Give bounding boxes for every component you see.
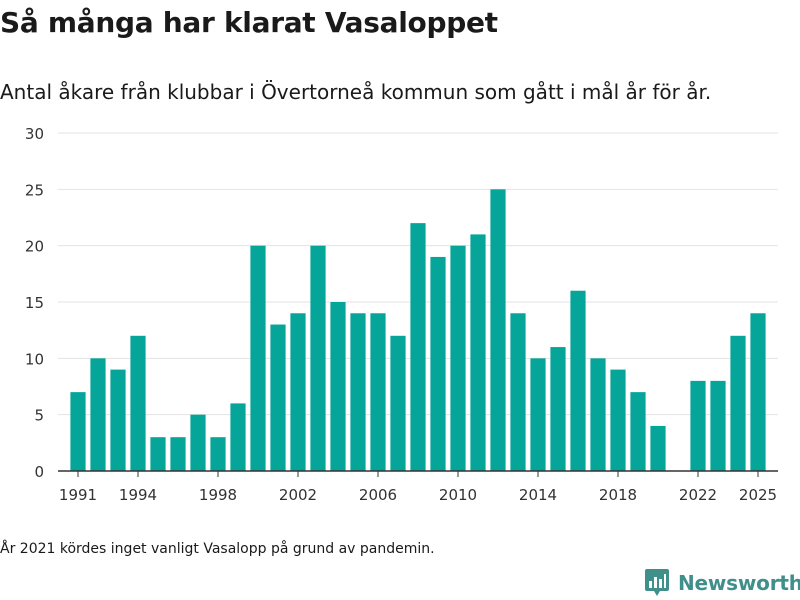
bar bbox=[210, 437, 226, 471]
bar bbox=[650, 425, 666, 471]
bar bbox=[310, 245, 326, 471]
y-tick-label: 20 bbox=[25, 238, 44, 256]
chart-subtitle: Antal åkare från klubbar i Övertorneå ko… bbox=[0, 80, 712, 104]
chart-title: Så många har klarat Vasaloppet bbox=[0, 6, 498, 39]
y-tick-label: 5 bbox=[34, 407, 44, 425]
x-tick-label: 2002 bbox=[279, 486, 317, 504]
y-tick-label: 15 bbox=[25, 294, 44, 312]
y-tick-label: 25 bbox=[25, 181, 44, 199]
bar bbox=[590, 358, 606, 471]
logo-text: Newsworthy bbox=[678, 571, 800, 595]
bar bbox=[430, 256, 446, 471]
bar bbox=[190, 414, 206, 471]
bar bbox=[150, 437, 166, 471]
bar bbox=[370, 313, 386, 471]
bar bbox=[510, 313, 526, 471]
bar bbox=[610, 369, 626, 471]
bar bbox=[630, 392, 646, 471]
newsworthy-logo[interactable]: Newsworthy bbox=[644, 568, 800, 598]
x-tick-label: 1991 bbox=[59, 486, 97, 504]
bar bbox=[250, 245, 266, 471]
bar bbox=[690, 380, 706, 471]
bar bbox=[390, 335, 406, 471]
bar bbox=[170, 437, 186, 471]
bar bbox=[490, 189, 506, 471]
x-tick-label: 2018 bbox=[599, 486, 637, 504]
bar bbox=[230, 403, 246, 471]
bar bbox=[70, 392, 86, 471]
bar bbox=[570, 290, 586, 471]
x-tick-label: 2025 bbox=[739, 486, 777, 504]
bar bbox=[330, 302, 346, 471]
bar bbox=[350, 313, 366, 471]
bar bbox=[410, 223, 426, 471]
x-tick-label: 2006 bbox=[359, 486, 397, 504]
bar bbox=[530, 358, 546, 471]
x-tick-label: 1998 bbox=[199, 486, 237, 504]
x-tick-label: 2010 bbox=[439, 486, 477, 504]
x-tick-label: 1994 bbox=[119, 486, 157, 504]
bar bbox=[450, 245, 466, 471]
bar bbox=[90, 358, 106, 471]
y-tick-label: 10 bbox=[25, 350, 44, 368]
bar bbox=[550, 347, 566, 471]
y-tick-label: 30 bbox=[25, 125, 44, 143]
bar bbox=[710, 380, 726, 471]
bar bbox=[730, 335, 746, 471]
x-tick-label: 2022 bbox=[679, 486, 717, 504]
bar bbox=[110, 369, 126, 471]
bar bbox=[130, 335, 146, 471]
bar bbox=[270, 324, 286, 471]
footnote: År 2021 kördes inget vanligt Vasalopp på… bbox=[0, 541, 435, 557]
bar bbox=[750, 313, 766, 471]
bar bbox=[290, 313, 306, 471]
newsworthy-logo-icon bbox=[645, 569, 669, 596]
y-tick-label: 0 bbox=[34, 463, 44, 481]
x-tick-label: 2014 bbox=[519, 486, 557, 504]
bar bbox=[470, 234, 486, 471]
